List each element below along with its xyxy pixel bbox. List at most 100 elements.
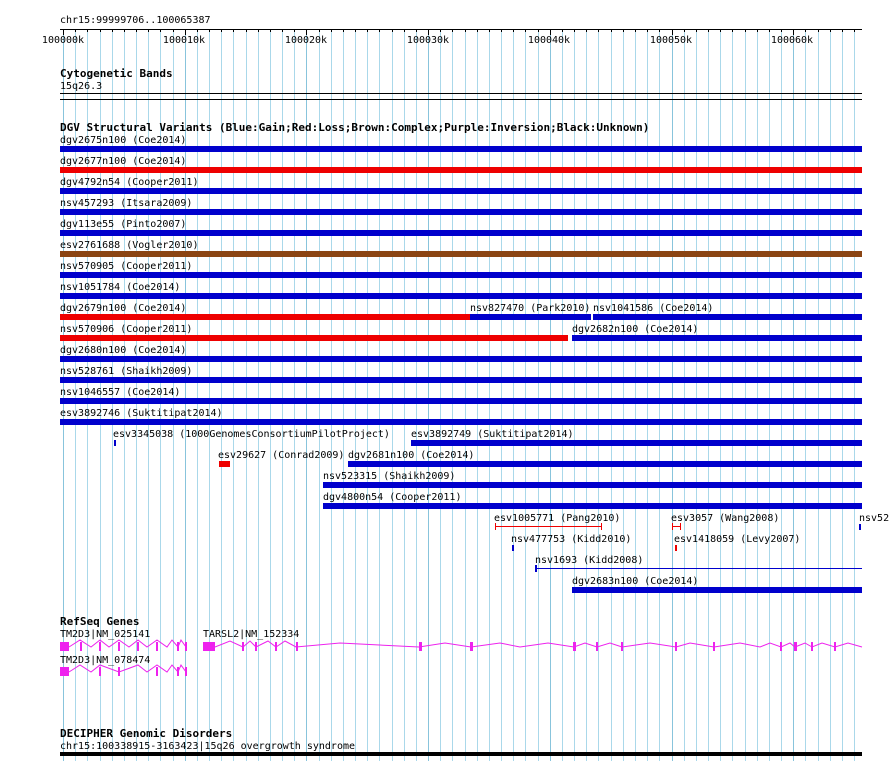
dgv-bar[interactable] [60, 146, 862, 152]
dgv-feature[interactable]: esv3057 (Wang2008) [671, 513, 780, 524]
coordinate-label: chr15:99999706..100065387 [60, 15, 211, 26]
dgv-feature[interactable]: dgv2682n100 (Coe2014) [572, 324, 699, 335]
ruler-minor-tick [805, 29, 806, 32]
dgv-feature[interactable]: nsv457293 (Itsara2009) [60, 198, 193, 209]
dgv-bar[interactable] [60, 167, 862, 173]
dgv-feature[interactable]: nsv570905 (Cooper2011) [60, 261, 193, 272]
dgv-feature[interactable]: nsv570906 (Cooper2011) [60, 324, 193, 335]
dgv-bar[interactable] [60, 356, 862, 362]
dgv-feature[interactable]: esv2761688 (Vogler2010) [60, 240, 199, 251]
dgv-bar[interactable] [572, 587, 862, 593]
dgv-bar[interactable] [60, 314, 470, 320]
gene-tm2d3-nm025141[interactable] [60, 638, 187, 651]
grid-line [538, 32, 539, 761]
dgv-bar[interactable] [60, 377, 862, 383]
dgv-feature[interactable]: nsv827470 (Park2010) [470, 303, 591, 314]
gene-label[interactable]: TM2D3|NM_078474 [60, 655, 151, 666]
dgv-feature[interactable]: esv1418059 (Levy2007) [674, 534, 801, 545]
dgv-feature[interactable]: esv3345038 (1000GenomesConsortiumPilotPr… [113, 429, 390, 440]
dgv-feature[interactable]: dgv4792n54 (Cooper2011) [60, 177, 199, 188]
dgv-feature[interactable]: nsv1046557 (Coe2014) [60, 387, 181, 398]
grid-line [63, 32, 64, 761]
dgv-feature[interactable]: dgv113e55 (Pinto2007) [60, 219, 187, 230]
dgv-bar[interactable] [535, 568, 862, 569]
dgv-feature[interactable]: esv29627 (Conrad2009) [218, 450, 345, 461]
grid-line [379, 32, 380, 761]
decipher-track-title[interactable]: DECIPHER Genomic Disorders [60, 727, 233, 740]
dgv-track-title[interactable]: DGV Structural Variants (Blue:Gain;Red:L… [60, 121, 650, 134]
dgv-bar[interactable] [219, 461, 230, 467]
ruler-minor-tick [112, 29, 113, 32]
dgv-bar[interactable] [411, 440, 862, 446]
gene-tm2d3-nm078474[interactable] [60, 663, 187, 676]
dgv-feature[interactable]: nsv52 [859, 513, 890, 524]
decipher-feature-label[interactable]: chr15:100338915-3163423|15q26 overgrowth… [60, 741, 356, 752]
dgv-feature[interactable]: dgv2680n100 (Coe2014) [60, 345, 187, 356]
ruler-minor-tick [830, 29, 831, 32]
ruler-major-tick [428, 29, 429, 35]
dgv-bar[interactable] [323, 482, 862, 488]
dgv-feature[interactable]: dgv2683n100 (Coe2014) [572, 576, 699, 587]
ruler-major-tick [185, 29, 186, 35]
ruler-minor-tick [367, 29, 368, 32]
dgv-feature[interactable]: dgv2677n100 (Coe2014) [60, 156, 187, 167]
dgv-bar[interactable] [672, 526, 681, 527]
dgv-bar[interactable] [60, 398, 862, 404]
dgv-feature[interactable]: nsv523315 (Shaikh2009) [323, 471, 456, 482]
cytoband-track-title[interactable]: Cytogenetic Bands [60, 67, 173, 80]
dgv-feature[interactable]: nsv1051784 (Coe2014) [60, 282, 181, 293]
dgv-feature[interactable]: esv3892746 (Suktitipat2014) [60, 408, 223, 419]
ruler-minor-tick [173, 29, 174, 32]
dgv-feature[interactable]: dgv2679n100 (Coe2014) [60, 303, 187, 314]
dgv-feature[interactable]: dgv4800n54 (Cooper2011) [323, 492, 462, 503]
decipher-bar[interactable] [60, 752, 862, 756]
grid-line [720, 32, 721, 761]
ruler-minor-tick [732, 29, 733, 32]
dgv-feature[interactable]: nsv1693 (Kidd2008) [535, 555, 644, 566]
ruler-minor-tick [404, 29, 405, 32]
dgv-bar[interactable] [593, 314, 862, 320]
dgv-bar[interactable] [60, 251, 862, 257]
dgv-bar[interactable] [675, 545, 677, 551]
gene-label[interactable]: TARSL2|NM_152334 [203, 629, 300, 640]
dgv-bar[interactable] [859, 524, 861, 530]
dgv-feature[interactable]: dgv2675n100 (Coe2014) [60, 135, 187, 146]
grid-line [769, 32, 770, 761]
cytoband-label[interactable]: 15q26.3 [60, 81, 103, 92]
dgv-bar[interactable] [60, 230, 862, 236]
ruler-minor-tick [525, 29, 526, 32]
dgv-bar[interactable] [323, 503, 862, 509]
ruler-minor-tick [781, 29, 782, 32]
gene-tarsl2-nm152334[interactable] [203, 640, 863, 651]
gene-label[interactable]: TM2D3|NM_025141 [60, 629, 151, 640]
ruler-minor-tick [319, 29, 320, 32]
dgv-bar[interactable] [470, 314, 591, 320]
dgv-bar[interactable] [512, 545, 514, 551]
dgv-bar[interactable] [60, 209, 862, 215]
dgv-bar[interactable] [348, 461, 862, 467]
dgv-feature[interactable]: nsv528761 (Shaikh2009) [60, 366, 193, 377]
dgv-bar[interactable] [60, 188, 862, 194]
ruler-minor-tick [416, 29, 417, 32]
dgv-bar[interactable] [60, 272, 862, 278]
dgv-bar[interactable] [60, 335, 568, 341]
dgv-bar[interactable] [60, 419, 862, 425]
refseq-track-title[interactable]: RefSeq Genes [60, 615, 140, 628]
dgv-feature[interactable]: esv3892749 (Suktitipat2014) [411, 429, 574, 440]
dgv-feature[interactable]: nsv1041586 (Coe2014) [593, 303, 714, 314]
dgv-feature[interactable]: dgv2681n100 (Coe2014) [348, 450, 475, 461]
dgv-bar[interactable] [60, 293, 862, 299]
ruler-minor-tick [87, 29, 88, 32]
dgv-bar[interactable] [114, 440, 116, 446]
dgv-bar[interactable] [572, 335, 862, 341]
dgv-feature[interactable]: nsv477753 (Kidd2010) [511, 534, 632, 545]
grid-line [611, 32, 612, 761]
grid-line [392, 32, 393, 761]
dgv-bar[interactable] [495, 526, 602, 527]
dgv-feature[interactable]: esv1005771 (Pang2010) [494, 513, 621, 524]
ruler[interactable]: 100000k 100010k 100020k 100030k 100040k … [0, 0, 890, 50]
ruler-minor-tick [379, 29, 380, 32]
grid-line [173, 32, 174, 761]
